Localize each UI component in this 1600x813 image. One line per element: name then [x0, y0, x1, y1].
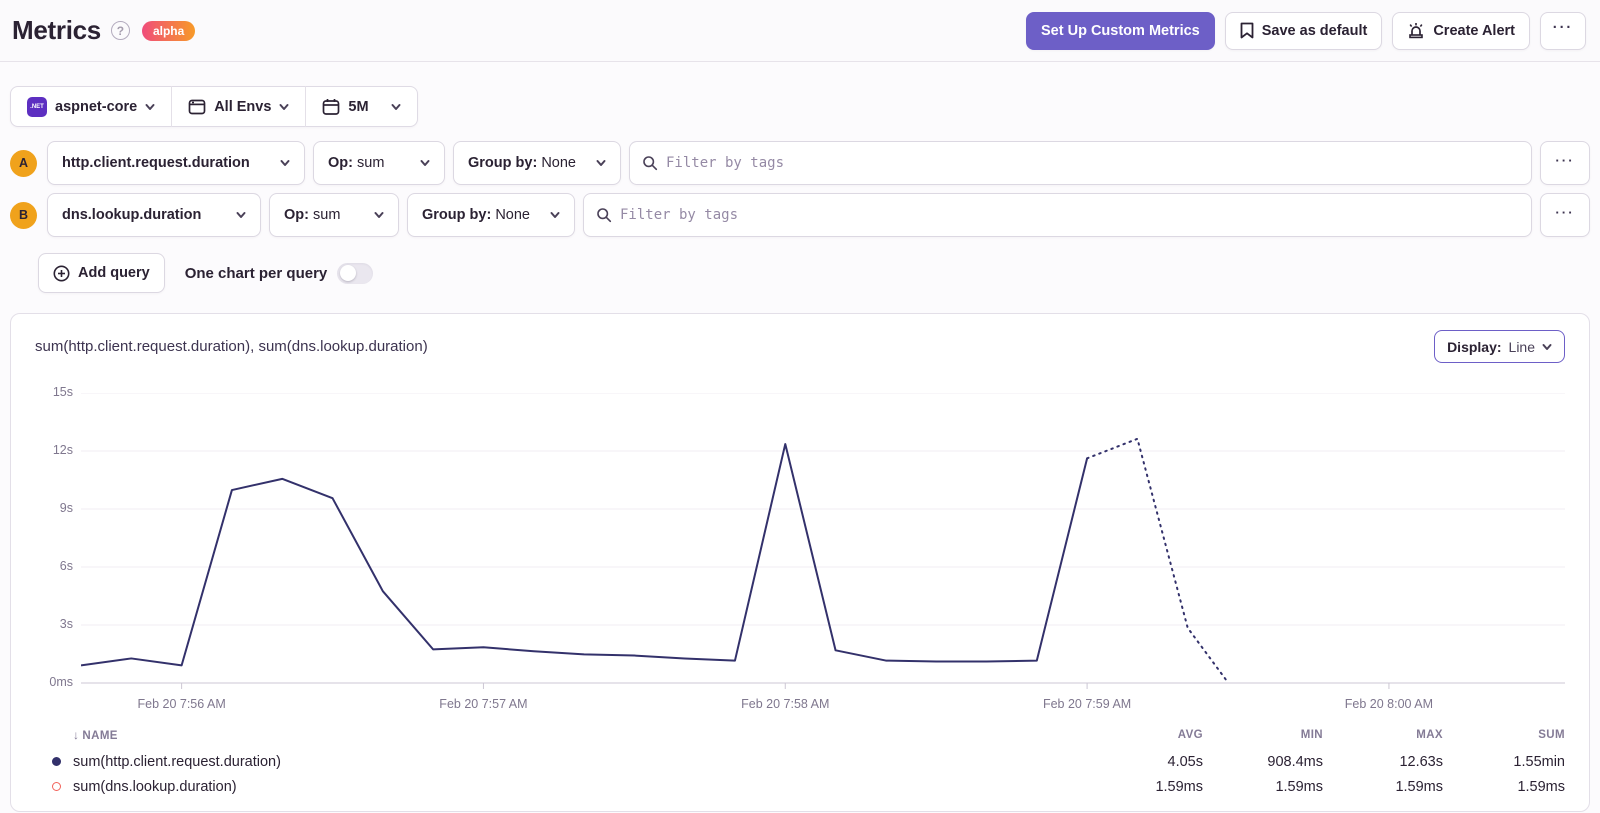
- metric-select-b[interactable]: dns.lookup.duration: [47, 193, 261, 237]
- y-tick-label: 0ms: [49, 675, 73, 689]
- create-alert-button[interactable]: Create Alert: [1392, 11, 1530, 50]
- x-axis-labels: Feb 20 7:56 AM Feb 20 7:57 AM Feb 20 7:58 …: [81, 691, 1565, 715]
- query-badge-a: A: [10, 149, 37, 177]
- query-row-a: A http.client.request.duration Op: sum G…: [10, 141, 1590, 185]
- chart-plot-area[interactable]: [81, 393, 1565, 691]
- bookmark-icon: [1240, 22, 1254, 39]
- column-header-sum[interactable]: SUM: [1538, 729, 1565, 741]
- metric-select-a[interactable]: http.client.request.duration: [47, 141, 305, 185]
- date-range-selector[interactable]: 5M: [306, 98, 416, 116]
- chevron-down-icon: [420, 160, 430, 166]
- y-tick-label: 3s: [59, 617, 73, 631]
- plus-circle-icon: [53, 265, 70, 282]
- alpha-badge: alpha: [141, 20, 196, 41]
- query-badge-b: B: [10, 201, 37, 229]
- y-tick-label: 6s: [59, 559, 73, 573]
- x-tick-label: Feb 20 7:56 AM: [137, 697, 226, 711]
- query-more-button-a[interactable]: ···: [1540, 141, 1590, 185]
- column-header-name[interactable]: ↓ NAME: [73, 728, 118, 742]
- op-select-a[interactable]: Op: sum: [313, 141, 445, 185]
- save-as-default-button[interactable]: Save as default: [1224, 11, 1383, 50]
- project-selector[interactable]: .NET aspnet-core: [11, 96, 171, 117]
- environment-selector-value: All Envs: [214, 98, 272, 115]
- x-tick-label: Feb 20 7:59 AM: [1042, 697, 1132, 711]
- table-row[interactable]: sum(http.client.request.duration) 4.05s …: [43, 749, 1565, 774]
- groupby-select-b[interactable]: Group by: None: [407, 193, 575, 237]
- display-type-select[interactable]: Display: Line: [1434, 330, 1565, 363]
- column-header-min[interactable]: MIN: [1300, 729, 1323, 741]
- one-chart-per-query-label: One chart per query: [184, 264, 328, 282]
- dotnet-project-icon: .NET: [27, 96, 47, 117]
- series-summary-table: ↓ NAME AVG MIN MAX SUM sum(http.client.re…: [43, 721, 1565, 799]
- query-more-button-b[interactable]: ···: [1540, 193, 1590, 237]
- header-more-button[interactable]: ···: [1540, 11, 1586, 50]
- x-tick-label: Feb 20 8:00 AM: [1344, 697, 1434, 711]
- series-swatch-filled[interactable]: [52, 756, 61, 766]
- chevron-down-icon: [391, 103, 401, 110]
- x-tick-label: Feb 20 7:57 AM: [439, 697, 528, 711]
- page-header: Metrics ? alpha Set Up Custom Metrics Sa…: [0, 0, 1600, 62]
- add-query-button[interactable]: Add query: [38, 253, 165, 293]
- tag-filter-b[interactable]: [583, 193, 1532, 237]
- column-header-avg[interactable]: AVG: [1177, 729, 1203, 741]
- query-actions-row: Add query One chart per query: [38, 253, 1590, 293]
- op-select-b[interactable]: Op: sum: [269, 193, 399, 237]
- environment-selector[interactable]: All Envs: [172, 98, 305, 116]
- chevron-down-icon: [1542, 343, 1552, 350]
- chart-title: sum(http.client.request.duration), sum(d…: [35, 338, 428, 355]
- chevron-down-icon: [596, 160, 606, 166]
- page-title: Metrics: [12, 15, 101, 45]
- chart-panel: sum(http.client.request.duration), sum(d…: [10, 313, 1590, 812]
- search-icon: [596, 207, 612, 223]
- divider: [305, 86, 307, 127]
- siren-icon: [1407, 22, 1425, 39]
- project-selector-value: aspnet-core: [55, 98, 138, 115]
- chevron-down-icon: [279, 103, 289, 110]
- one-chart-per-query-toggle[interactable]: [337, 262, 374, 284]
- line-chart[interactable]: 15s 12s 9s 6s 3s 0ms: [35, 385, 1565, 691]
- query-row-b: B dns.lookup.duration Op: sum Group by: …: [10, 193, 1590, 237]
- chevron-down-icon: [374, 212, 384, 218]
- table-row[interactable]: sum(dns.lookup.duration) 1.59ms 1.59ms 1…: [43, 774, 1565, 799]
- series-swatch-hollow[interactable]: [52, 781, 61, 791]
- x-tick-label: Feb 20 7:58 AM: [741, 697, 830, 711]
- column-header-max[interactable]: MAX: [1416, 729, 1443, 741]
- tag-filter-input-b[interactable]: [620, 207, 1519, 223]
- y-tick-label: 12s: [52, 443, 73, 457]
- y-axis-labels: 15s 12s 9s 6s 3s 0ms: [35, 385, 81, 689]
- sort-descending-icon: ↓: [73, 728, 80, 742]
- date-range-value: 5M: [348, 98, 369, 115]
- environment-icon: [188, 98, 206, 116]
- tag-filter-a[interactable]: [629, 141, 1532, 185]
- chevron-down-icon: [280, 160, 290, 166]
- tag-filter-input-a[interactable]: [666, 155, 1519, 171]
- y-tick-label: 9s: [59, 501, 73, 515]
- chevron-down-icon: [550, 212, 560, 218]
- summary-table-header: ↓ NAME AVG MIN MAX SUM: [43, 721, 1565, 749]
- help-icon[interactable]: ?: [110, 21, 130, 40]
- search-icon: [642, 155, 658, 171]
- chevron-down-icon: [236, 212, 246, 218]
- page-filter-bar: .NET aspnet-core All Envs 5M: [10, 86, 418, 127]
- chevron-down-icon: [145, 103, 155, 110]
- setup-custom-metrics-button[interactable]: Set Up Custom Metrics: [1026, 11, 1215, 50]
- divider: [171, 86, 173, 127]
- y-tick-label: 15s: [52, 385, 73, 399]
- calendar-icon: [322, 98, 340, 116]
- line-chart-svg: [81, 393, 1565, 691]
- groupby-select-a[interactable]: Group by: None: [453, 141, 621, 185]
